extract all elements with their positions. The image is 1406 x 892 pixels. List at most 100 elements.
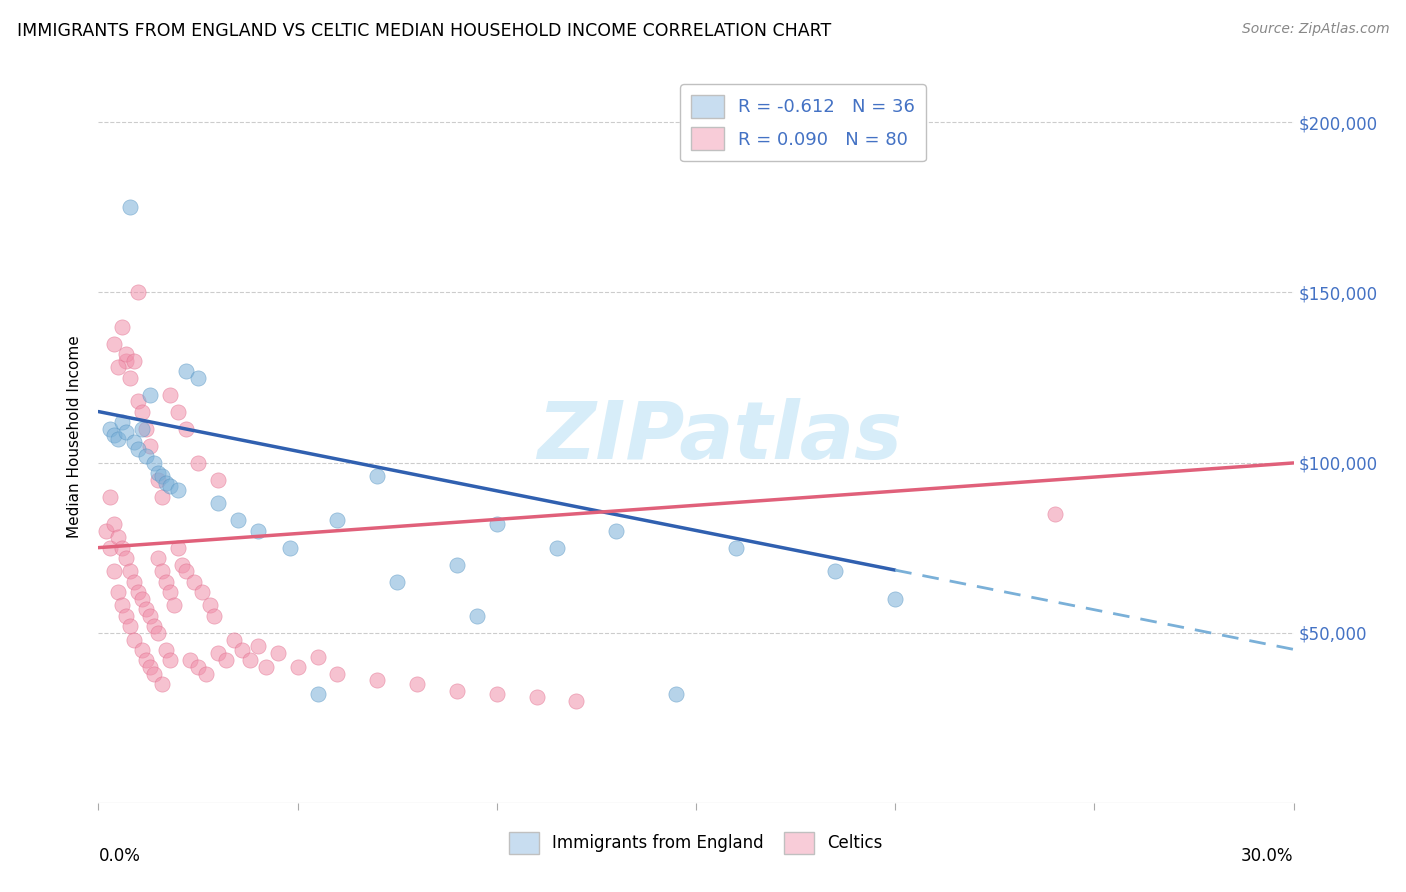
Text: IMMIGRANTS FROM ENGLAND VS CELTIC MEDIAN HOUSEHOLD INCOME CORRELATION CHART: IMMIGRANTS FROM ENGLAND VS CELTIC MEDIAN… bbox=[17, 22, 831, 40]
Point bbox=[485, 516, 508, 531]
Point bbox=[98, 421, 122, 435]
Point bbox=[155, 574, 177, 589]
Point bbox=[183, 574, 205, 589]
Point bbox=[120, 565, 142, 579]
Point bbox=[326, 666, 349, 681]
Point bbox=[98, 490, 122, 504]
Point bbox=[884, 591, 907, 606]
Point bbox=[139, 387, 162, 401]
Point bbox=[127, 394, 149, 409]
Point bbox=[446, 558, 468, 572]
Point bbox=[107, 432, 129, 446]
Point bbox=[267, 646, 290, 660]
Point bbox=[824, 565, 846, 579]
Point bbox=[485, 687, 508, 701]
Point bbox=[120, 201, 142, 215]
Point bbox=[207, 646, 229, 660]
Point bbox=[107, 585, 129, 599]
Point bbox=[148, 466, 170, 480]
Point bbox=[131, 591, 153, 606]
Point bbox=[127, 585, 149, 599]
Point bbox=[307, 649, 329, 664]
Point bbox=[207, 473, 229, 487]
Point bbox=[127, 285, 149, 300]
Point bbox=[163, 599, 186, 613]
Point bbox=[139, 659, 162, 673]
Point bbox=[465, 608, 488, 623]
Y-axis label: Median Household Income: Median Household Income bbox=[67, 335, 83, 539]
Point bbox=[191, 585, 214, 599]
Point bbox=[179, 653, 201, 667]
Point bbox=[135, 421, 157, 435]
Point bbox=[198, 599, 221, 613]
Point bbox=[366, 469, 388, 483]
Text: 0.0%: 0.0% bbox=[98, 847, 141, 864]
Point bbox=[98, 541, 122, 555]
Point bbox=[278, 541, 301, 555]
Point bbox=[174, 421, 197, 435]
Point bbox=[605, 524, 627, 538]
Point bbox=[103, 428, 125, 442]
Point bbox=[127, 442, 149, 456]
Point bbox=[526, 690, 548, 705]
Point bbox=[124, 435, 146, 450]
Point bbox=[103, 565, 125, 579]
Point bbox=[385, 574, 409, 589]
Point bbox=[139, 439, 162, 453]
Point bbox=[124, 574, 146, 589]
Point bbox=[143, 619, 166, 633]
Point bbox=[148, 473, 170, 487]
Point bbox=[239, 653, 262, 667]
Point bbox=[107, 531, 129, 545]
Point bbox=[167, 541, 190, 555]
Point bbox=[131, 404, 153, 418]
Point bbox=[159, 387, 181, 401]
Point bbox=[155, 475, 177, 490]
Point bbox=[226, 513, 249, 527]
Point bbox=[150, 677, 173, 691]
Point bbox=[665, 687, 688, 701]
Point bbox=[131, 421, 153, 435]
Point bbox=[131, 642, 153, 657]
Point bbox=[246, 524, 269, 538]
Point bbox=[446, 683, 468, 698]
Point bbox=[124, 353, 146, 368]
Text: 30.0%: 30.0% bbox=[1241, 847, 1294, 864]
Point bbox=[107, 360, 129, 375]
Point bbox=[150, 565, 173, 579]
Point bbox=[724, 541, 747, 555]
Point bbox=[135, 449, 157, 463]
Point bbox=[254, 659, 277, 673]
Point bbox=[143, 456, 166, 470]
Point bbox=[111, 319, 134, 334]
Point bbox=[187, 659, 209, 673]
Point bbox=[546, 541, 568, 555]
Point bbox=[187, 370, 209, 384]
Point bbox=[115, 608, 138, 623]
Point bbox=[167, 483, 190, 497]
Point bbox=[187, 456, 209, 470]
Point bbox=[167, 404, 190, 418]
Point bbox=[120, 619, 142, 633]
Point bbox=[406, 677, 429, 691]
Point bbox=[115, 550, 138, 565]
Point bbox=[111, 541, 134, 555]
Point bbox=[231, 642, 253, 657]
Text: ZIPatlas: ZIPatlas bbox=[537, 398, 903, 476]
Point bbox=[326, 513, 349, 527]
Point bbox=[207, 496, 229, 510]
Point bbox=[139, 608, 162, 623]
Point bbox=[148, 625, 170, 640]
Text: Source: ZipAtlas.com: Source: ZipAtlas.com bbox=[1241, 22, 1389, 37]
Point bbox=[1043, 507, 1066, 521]
Point bbox=[115, 353, 138, 368]
Point bbox=[159, 653, 181, 667]
Point bbox=[202, 608, 225, 623]
Point bbox=[366, 673, 388, 688]
Point bbox=[115, 425, 138, 439]
Point bbox=[155, 642, 177, 657]
Point bbox=[135, 602, 157, 616]
Point bbox=[159, 479, 181, 493]
Point bbox=[150, 469, 173, 483]
Point bbox=[96, 524, 118, 538]
